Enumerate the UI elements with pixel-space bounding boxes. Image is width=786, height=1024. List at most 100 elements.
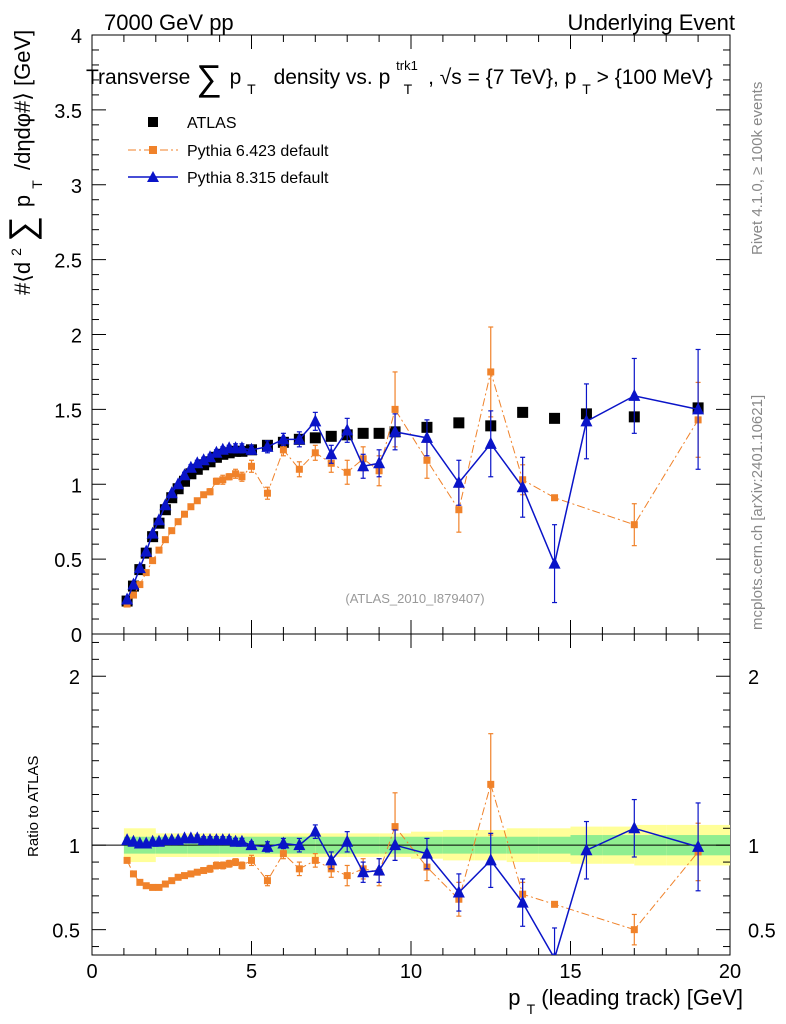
- side-label-mcplots: mcplots.cern.ch [arXiv:2401.10621]: [749, 395, 766, 630]
- py8-point: [628, 388, 641, 401]
- ratio-py6-point: [129, 870, 137, 878]
- atlas-point: [309, 432, 321, 444]
- py6-point: [181, 510, 189, 518]
- ratio-py6-point: [248, 856, 255, 864]
- py6-point: [630, 521, 638, 529]
- py6-point: [343, 468, 351, 476]
- ratio-py6-point: [181, 872, 189, 880]
- ratio-py6-point: [219, 861, 227, 869]
- ratio-y-tick-label-right: 0.5: [748, 921, 776, 943]
- py8-point: [452, 475, 465, 488]
- py6-point: [168, 527, 176, 535]
- y-tick-label: 0.5: [54, 550, 82, 572]
- title-part-f: T: [404, 81, 413, 97]
- ratio-py6-point: [155, 883, 163, 891]
- ratio-py8-point: [484, 853, 497, 866]
- ratio-py6-point: [200, 867, 208, 875]
- title-part-i: > {100 MeV}: [597, 66, 713, 89]
- ratio-py6-point: [174, 873, 182, 881]
- ratio-py6-point: [225, 860, 233, 868]
- py8-point: [152, 513, 165, 526]
- legend-marker-py8: [147, 171, 159, 182]
- y-axis-label: #⟨d 2 ∑ p T /dηdφ#⟩ [GeV]: [1, 30, 47, 295]
- ratio-py6-point: [343, 872, 351, 880]
- py8-point: [341, 423, 354, 436]
- ratio-py8-point: [628, 821, 641, 834]
- ratio-y-tick-label-right: 2: [748, 667, 759, 689]
- ylabel-b: 2: [8, 248, 24, 256]
- py8-point: [127, 577, 140, 590]
- py6-point: [200, 491, 208, 499]
- atlas-point: [549, 412, 561, 424]
- py6-point: [232, 470, 240, 478]
- py8-point: [692, 402, 705, 415]
- x-tick-label: 5: [246, 961, 257, 983]
- py8-point: [165, 486, 178, 499]
- py6-point: [129, 591, 137, 599]
- ratio-y-tick-label-left: 0.5: [52, 921, 80, 943]
- ratio-py6-point: [391, 823, 399, 831]
- legend-marker-atlas: [148, 117, 158, 127]
- ratio-py8-point: [325, 853, 338, 866]
- legend-label-py6: Pythia 6.423 default: [187, 143, 329, 160]
- ratio-py8-point: [357, 865, 370, 878]
- legend: ATLAS Pythia 6.423 default Pythia 8.315 …: [128, 115, 329, 187]
- py6-point: [391, 405, 399, 413]
- ratio-py6-point: [232, 858, 240, 866]
- atlas-point: [191, 463, 203, 475]
- title-part-b: p: [230, 66, 242, 89]
- py6-point: [193, 497, 201, 505]
- py6-point: [212, 477, 220, 485]
- side-label-rivet: Rivet 4.1.0, ≥ 100k events: [749, 82, 766, 255]
- py8-point: [178, 468, 191, 481]
- ratio-y-tick-label-left: 2: [69, 667, 80, 689]
- ratio-py8-point: [309, 824, 322, 837]
- py6-point: [174, 518, 182, 526]
- py8-point: [261, 439, 274, 452]
- py6-point: [219, 476, 227, 484]
- py8-point: [325, 447, 338, 460]
- ratio-py6-point: [193, 868, 201, 876]
- py6-point: [423, 456, 431, 464]
- x-tick-label: 10: [400, 961, 422, 983]
- ratio-py8-point: [389, 838, 402, 851]
- atlas-point: [325, 430, 337, 442]
- ratio-py8-point: [580, 843, 593, 856]
- py8-point: [580, 414, 593, 427]
- ratio-py8-point: [452, 885, 465, 898]
- py6-point: [551, 494, 559, 502]
- py6-point: [155, 546, 163, 554]
- py8-point: [373, 456, 386, 469]
- uncertainty-band: [92, 824, 730, 866]
- ratio-py6-point: [136, 878, 144, 886]
- ratio-py8-point: [277, 836, 290, 849]
- ratio-plot-frame: [91, 633, 731, 956]
- py6-point: [455, 506, 463, 514]
- py8-point: [184, 460, 197, 473]
- ratio-py8-point: [235, 834, 248, 847]
- ratio-py8-point: [552, 951, 557, 955]
- axis-ticks: 00.511.522.533.540.5 0.51 12 20 5 10 15 20: [52, 26, 776, 983]
- py8-point: [293, 432, 306, 445]
- ylabel-f: /dηdφ#⟩ [GeV]: [10, 30, 35, 170]
- y-tick-label: 2: [71, 326, 82, 348]
- title-part-d: density vs. p: [274, 66, 391, 89]
- ratio-py8-point: [516, 895, 529, 908]
- py8-point: [159, 498, 172, 511]
- atlas-point: [185, 468, 197, 480]
- py8-point: [172, 477, 185, 490]
- py6-point: [161, 536, 169, 544]
- title-part-c: T: [247, 81, 256, 97]
- atlas-point: [453, 417, 465, 429]
- legend-label-atlas: ATLAS: [187, 115, 237, 132]
- py6-point: [142, 569, 150, 577]
- y-tick-label: 1.5: [54, 400, 82, 422]
- py8-point: [420, 430, 433, 443]
- py8-point: [357, 459, 370, 472]
- y-tick-label: 4: [71, 26, 82, 48]
- ratio-py6-point: [630, 926, 638, 934]
- ratio-py6-point: [149, 883, 157, 891]
- py6-point: [206, 488, 214, 496]
- py6-point: [225, 473, 233, 481]
